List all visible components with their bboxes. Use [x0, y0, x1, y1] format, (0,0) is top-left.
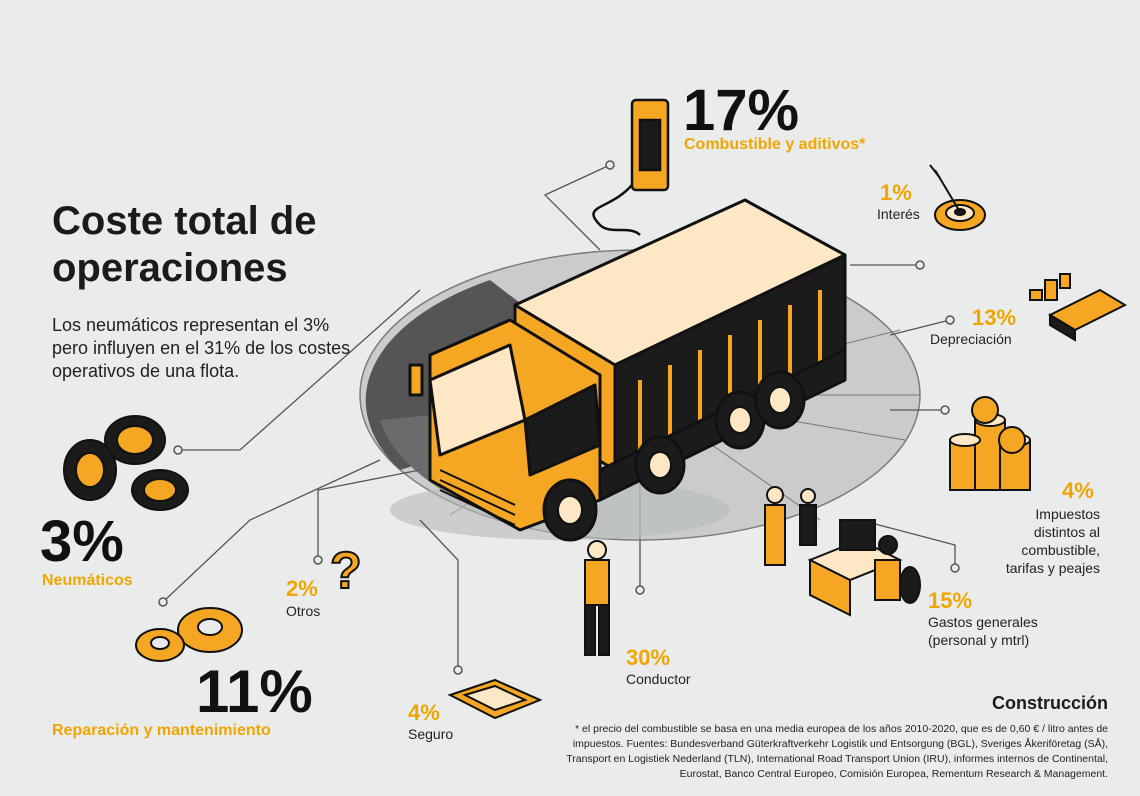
fuel-label: Combustible y aditivos* — [684, 136, 866, 153]
calculator-icon — [1029, 273, 1128, 342]
dump-truck-icon — [408, 198, 847, 542]
insurance-document-icon — [447, 678, 543, 720]
other-percent: 2% — [286, 576, 318, 601]
gears-icon — [135, 607, 243, 662]
footnote: * el precio del combustible se basa en u… — [566, 723, 1108, 780]
other-label: Otros — [286, 603, 321, 619]
insurance-percent: 4% — [408, 700, 440, 725]
interest-label: Interés — [877, 206, 920, 222]
insurance-label: Seguro — [408, 726, 454, 742]
depreciation-percent: 13% — [972, 305, 1017, 330]
depreciation-label: Depreciación — [930, 331, 1012, 347]
coins-icon — [949, 396, 1031, 491]
question-mark-icon: ? — [329, 541, 363, 601]
driver-label: Conductor — [626, 671, 691, 687]
taxes-label: Impuestos distintos al combustible, tari… — [1005, 506, 1100, 576]
fuel-percent: 17% — [683, 78, 800, 143]
interest-percent: 1% — [880, 180, 912, 205]
office-staff-icon — [764, 486, 921, 617]
sector-label: Construcción — [991, 693, 1108, 713]
connector-lines — [164, 164, 956, 668]
repair-label: Reparación y mantenimiento — [52, 722, 271, 739]
svg-text:?: ? — [330, 542, 362, 600]
driver-percent: 30% — [626, 645, 671, 670]
intro-text: Los neumáticos representan el 3% pero in… — [52, 315, 351, 381]
overheads-percent: 15% — [928, 588, 973, 613]
driver-icon — [584, 540, 610, 656]
target-icon — [929, 164, 986, 231]
tyres-icon — [63, 415, 189, 511]
repair-percent: 11% — [196, 658, 313, 725]
taxes-percent: 4% — [1062, 478, 1094, 503]
fuel-pump-icon — [592, 98, 670, 236]
tyres-percent: 3% — [40, 509, 124, 574]
page-title: Coste total de operaciones — [52, 199, 317, 290]
tyres-label: Neumáticos — [42, 572, 133, 589]
overheads-label: Gastos generales (personal y mtrl) — [928, 614, 1038, 648]
